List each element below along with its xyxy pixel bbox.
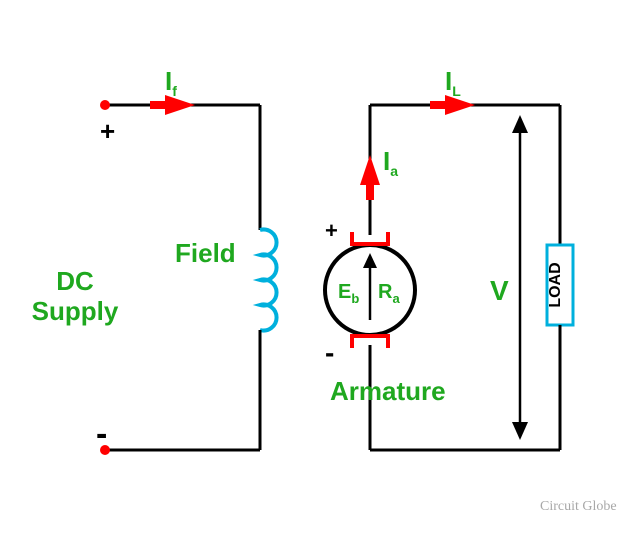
dc-label-1: DC — [56, 266, 94, 296]
ia-arrow-icon — [360, 155, 380, 185]
minus-bottom-label: - — [96, 415, 107, 453]
watermark-text: Circuit Globe — [540, 499, 617, 514]
dc-label-2: Supply — [32, 296, 119, 326]
if-label: If — [165, 66, 177, 99]
field-coil — [260, 230, 277, 331]
minus-arm-label: - — [325, 337, 334, 368]
armature-label: Armature — [330, 376, 446, 406]
plus-arm-label: + — [325, 218, 338, 243]
plus-label: + — [100, 116, 115, 146]
il-label: IL — [445, 66, 461, 99]
ia-arrow-tail — [366, 182, 374, 200]
v-label: V — [490, 275, 509, 306]
v-arrow-head-bottom — [512, 422, 528, 440]
load-label: LOAD — [547, 262, 564, 307]
il-arrow-tail — [430, 101, 448, 109]
v-arrow-head-top — [512, 115, 528, 133]
if-arrow-tail — [150, 101, 168, 109]
node-field-top — [100, 100, 110, 110]
ia-label: Ia — [383, 146, 398, 179]
field-label: Field — [175, 238, 236, 268]
if-arrow-icon — [165, 95, 195, 115]
